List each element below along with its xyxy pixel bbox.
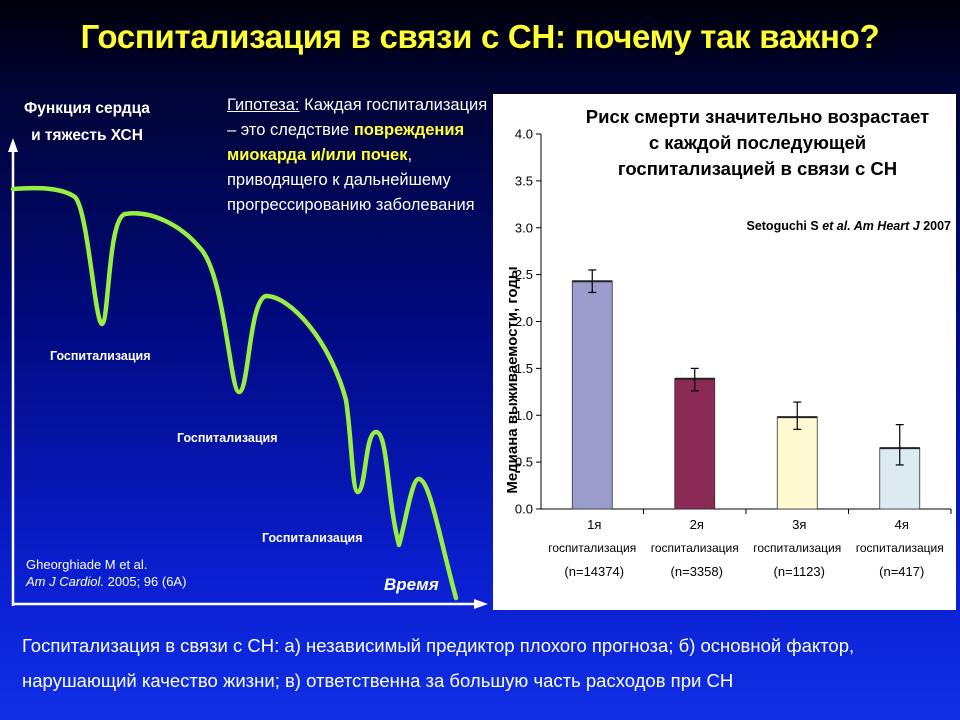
chart-y-tick-label: 3.0 (515, 220, 533, 235)
hospitalization-label-1: Госпитализация (50, 349, 151, 363)
chart-y-tick-label: 1.5 (515, 361, 533, 376)
left-x-axis-label: Время (384, 575, 439, 594)
left-citation-details: 2005; 96 (6A) (104, 574, 187, 589)
left-x-axis-arrow (474, 599, 488, 609)
hypothesis-part1: Каждая госпитализация – это следствие (227, 96, 488, 139)
chart-citation-year: 2007 (923, 219, 951, 233)
chart-y-axis-label: Медиана выживаемости, годы (504, 266, 521, 494)
chart-citation-etal: et al. Am Heart J (822, 219, 920, 233)
slide-title: Госпитализация в связи с СН: почему так … (80, 18, 880, 55)
bottom-summary-text: Госпитализация в связи с СН: а) независи… (22, 635, 855, 691)
hospitalization-label-2: Госпитализация (177, 431, 278, 445)
hospitalization-label-3: Госпитализация (262, 531, 363, 545)
left-y-axis-arrow (8, 138, 18, 152)
chart-x-tick-label: (n=417) (879, 564, 924, 579)
hypothesis-part2: , приводящего к дальнейшему прогрессиров… (227, 146, 475, 214)
chart-y-tick-label: 0.0 (515, 502, 533, 517)
chart-y-tick-label: 3.5 (515, 173, 533, 188)
hf-progression-curve (10, 185, 459, 601)
chart-citation-author: Setoguchi S (746, 219, 819, 233)
hypothesis-highlight: повреждения миокарда и/или почек (227, 121, 465, 164)
bar (776, 416, 818, 510)
chart-x-tick-label: 3я (792, 517, 806, 532)
chart-y-tick-label: 2.5 (515, 267, 533, 282)
chart-y-tick-label: 2.0 (515, 314, 533, 329)
left-citation: Gheorghiade M et al. Am J Cardiol. 2005;… (26, 556, 186, 590)
chart-y-tick-label: 4.0 (515, 127, 533, 142)
left-diagram: Функция сердца и тяжесть ХСН Гипотеза: К… (0, 0, 490, 620)
chart-y-tick-label: 1.0 (515, 408, 533, 423)
progression-curve-graphic (8, 138, 488, 609)
chart-y-tick-label: 0.5 (515, 455, 533, 470)
chart-x-tick-label: (n=3358) (671, 564, 723, 579)
survival-bar-chart: 0.0 0.5 1.0 1.5 2.0 2.5 3.0 3.5 4.0 1я госпитализа… (493, 94, 956, 610)
left-citation-journal: Am J Cardiol. (26, 574, 105, 589)
bar-chart-svg: 0.0 0.5 1.0 1.5 2.0 2.5 3.0 3.5 4.0 1я госпитализа… (515, 127, 952, 579)
chart-x-tick-label: госпитализация (548, 541, 636, 555)
hypothesis-lead: Гипотеза: (227, 96, 300, 114)
chart-citation: Setoguchi S et al. Am Heart J 2007 (706, 219, 951, 233)
bar (674, 378, 716, 510)
left-citation-authors: Gheorghiade M et al. (26, 557, 148, 572)
chart-x-tick-label: (n=14374) (564, 564, 624, 579)
left-y-axis-label: Функция сердца и тяжесть ХСН (24, 100, 150, 144)
chart-x-tick-label: 4я (895, 517, 909, 532)
hypothesis-text: Гипотеза: Каждая госпитализация – это сл… (227, 93, 489, 218)
chart-x-tick-label: госпитализация (651, 541, 739, 555)
bar (571, 280, 613, 510)
chart-x-tick-label: (n=1123) (774, 564, 825, 579)
chart-x-tick-label: 1я (587, 517, 601, 532)
chart-x-tick-label: госпитализация (753, 541, 841, 555)
chart-title: Риск смерти значительно возрастает с каж… (585, 106, 930, 179)
chart-x-tick-label: 2я (690, 517, 704, 532)
chart-x-tick-label: госпитализация (856, 541, 944, 555)
